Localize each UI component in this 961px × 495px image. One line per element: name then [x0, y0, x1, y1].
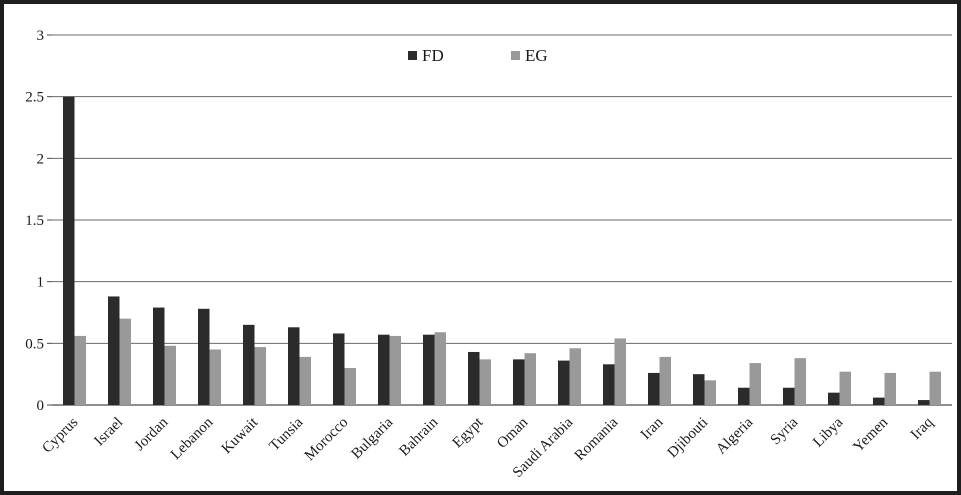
x-tick-label: Oman: [494, 414, 532, 452]
bar-fd-oman: [513, 359, 525, 405]
bar-eg-yemen: [884, 372, 896, 405]
bar-fd-djibouti: [693, 374, 705, 405]
bar-eg-syria: [794, 358, 806, 405]
bar-eg-iran: [659, 356, 671, 405]
legend-swatch-eg: [511, 51, 520, 60]
x-tick-label: Djibouti: [665, 415, 712, 462]
bar-fd-tunsia: [288, 327, 300, 405]
x-tick-label: Syria: [768, 414, 802, 448]
y-tick-label: 0.5: [25, 336, 44, 352]
bar-eg-israel: [119, 318, 131, 405]
bar-eg-bulgaria: [389, 335, 401, 405]
bar-eg-bahrain: [434, 332, 446, 405]
y-axis-ticks: 0 0.5 1 1.5 2 2.5 3: [25, 28, 44, 414]
bar-fd-syria: [783, 387, 795, 405]
bars: [63, 96, 941, 406]
y-tick-label: 1: [37, 275, 45, 291]
x-tick-label: Romania: [572, 414, 622, 464]
x-tick-label: Bulgaria: [348, 414, 396, 462]
x-tick-label: Algeria: [713, 414, 756, 457]
bar-eg-jordan: [164, 345, 176, 405]
bar-eg-saudi-arabia: [569, 348, 581, 405]
bar-eg-libya: [839, 371, 851, 405]
bar-fd-romania: [603, 364, 615, 405]
bar-fd-egypt: [468, 351, 480, 405]
y-tick-label: 2: [37, 151, 45, 167]
x-tick-label: Bahrain: [396, 414, 441, 459]
x-tick-label: Egypt: [450, 414, 487, 451]
bar-fd-iraq: [918, 400, 930, 405]
bar-fd-saudi-arabia: [558, 360, 570, 405]
y-tick-label: 0: [37, 398, 45, 414]
x-tick-label: Israel: [91, 415, 126, 450]
bar-fd-jordan: [153, 307, 165, 405]
bar-fd-iran: [648, 372, 660, 405]
x-tick-label: Lebanon: [168, 414, 217, 463]
bar-fd-morocco: [333, 333, 345, 405]
y-tick-label: 2.5: [25, 90, 44, 106]
bar-eg-lebanon: [209, 349, 221, 405]
bar-fd-yemen: [873, 397, 885, 405]
x-tick-label: Tunsia: [267, 414, 307, 454]
bar-fd-israel: [108, 296, 120, 405]
x-tick-label: Iran: [638, 414, 667, 443]
bar-eg-cyprus: [74, 335, 86, 405]
bar-eg-oman: [524, 353, 536, 405]
x-tick-label: Jordan: [132, 414, 172, 454]
legend: FD EG: [408, 46, 548, 65]
bar-eg-egypt: [479, 359, 491, 405]
gridlines: [47, 34, 952, 406]
bar-eg-morocco: [344, 368, 356, 405]
bar-eg-djibouti: [704, 380, 716, 405]
x-tick-label: Yemen: [850, 414, 891, 455]
bar-fd-kuwait: [243, 324, 255, 405]
x-tick-label: Cyprus: [39, 414, 81, 456]
x-tick-label: Morocco: [302, 415, 352, 465]
bar-fd-bulgaria: [378, 334, 390, 405]
legend-swatch-fd: [408, 51, 417, 60]
x-tick-label: Libya: [810, 414, 846, 450]
bar-fd-algeria: [738, 387, 750, 405]
legend-label-fd: FD: [422, 46, 444, 65]
bar-fd-bahrain: [423, 334, 435, 405]
x-tick-label: Kuwait: [219, 414, 262, 457]
legend-label-eg: EG: [525, 46, 548, 65]
bar-fd-libya: [828, 392, 840, 405]
y-tick-label: 1.5: [25, 213, 44, 229]
bar-eg-tunsia: [299, 356, 311, 405]
bar-eg-kuwait: [254, 347, 266, 405]
y-tick-label: 3: [37, 28, 45, 44]
bar-eg-algeria: [749, 363, 761, 405]
x-tick-label: Iraq: [908, 414, 937, 443]
bar-eg-romania: [614, 338, 626, 405]
bar-eg-iraq: [929, 371, 941, 405]
bar-fd-cyprus: [63, 96, 75, 406]
bar-fd-lebanon: [198, 308, 210, 405]
